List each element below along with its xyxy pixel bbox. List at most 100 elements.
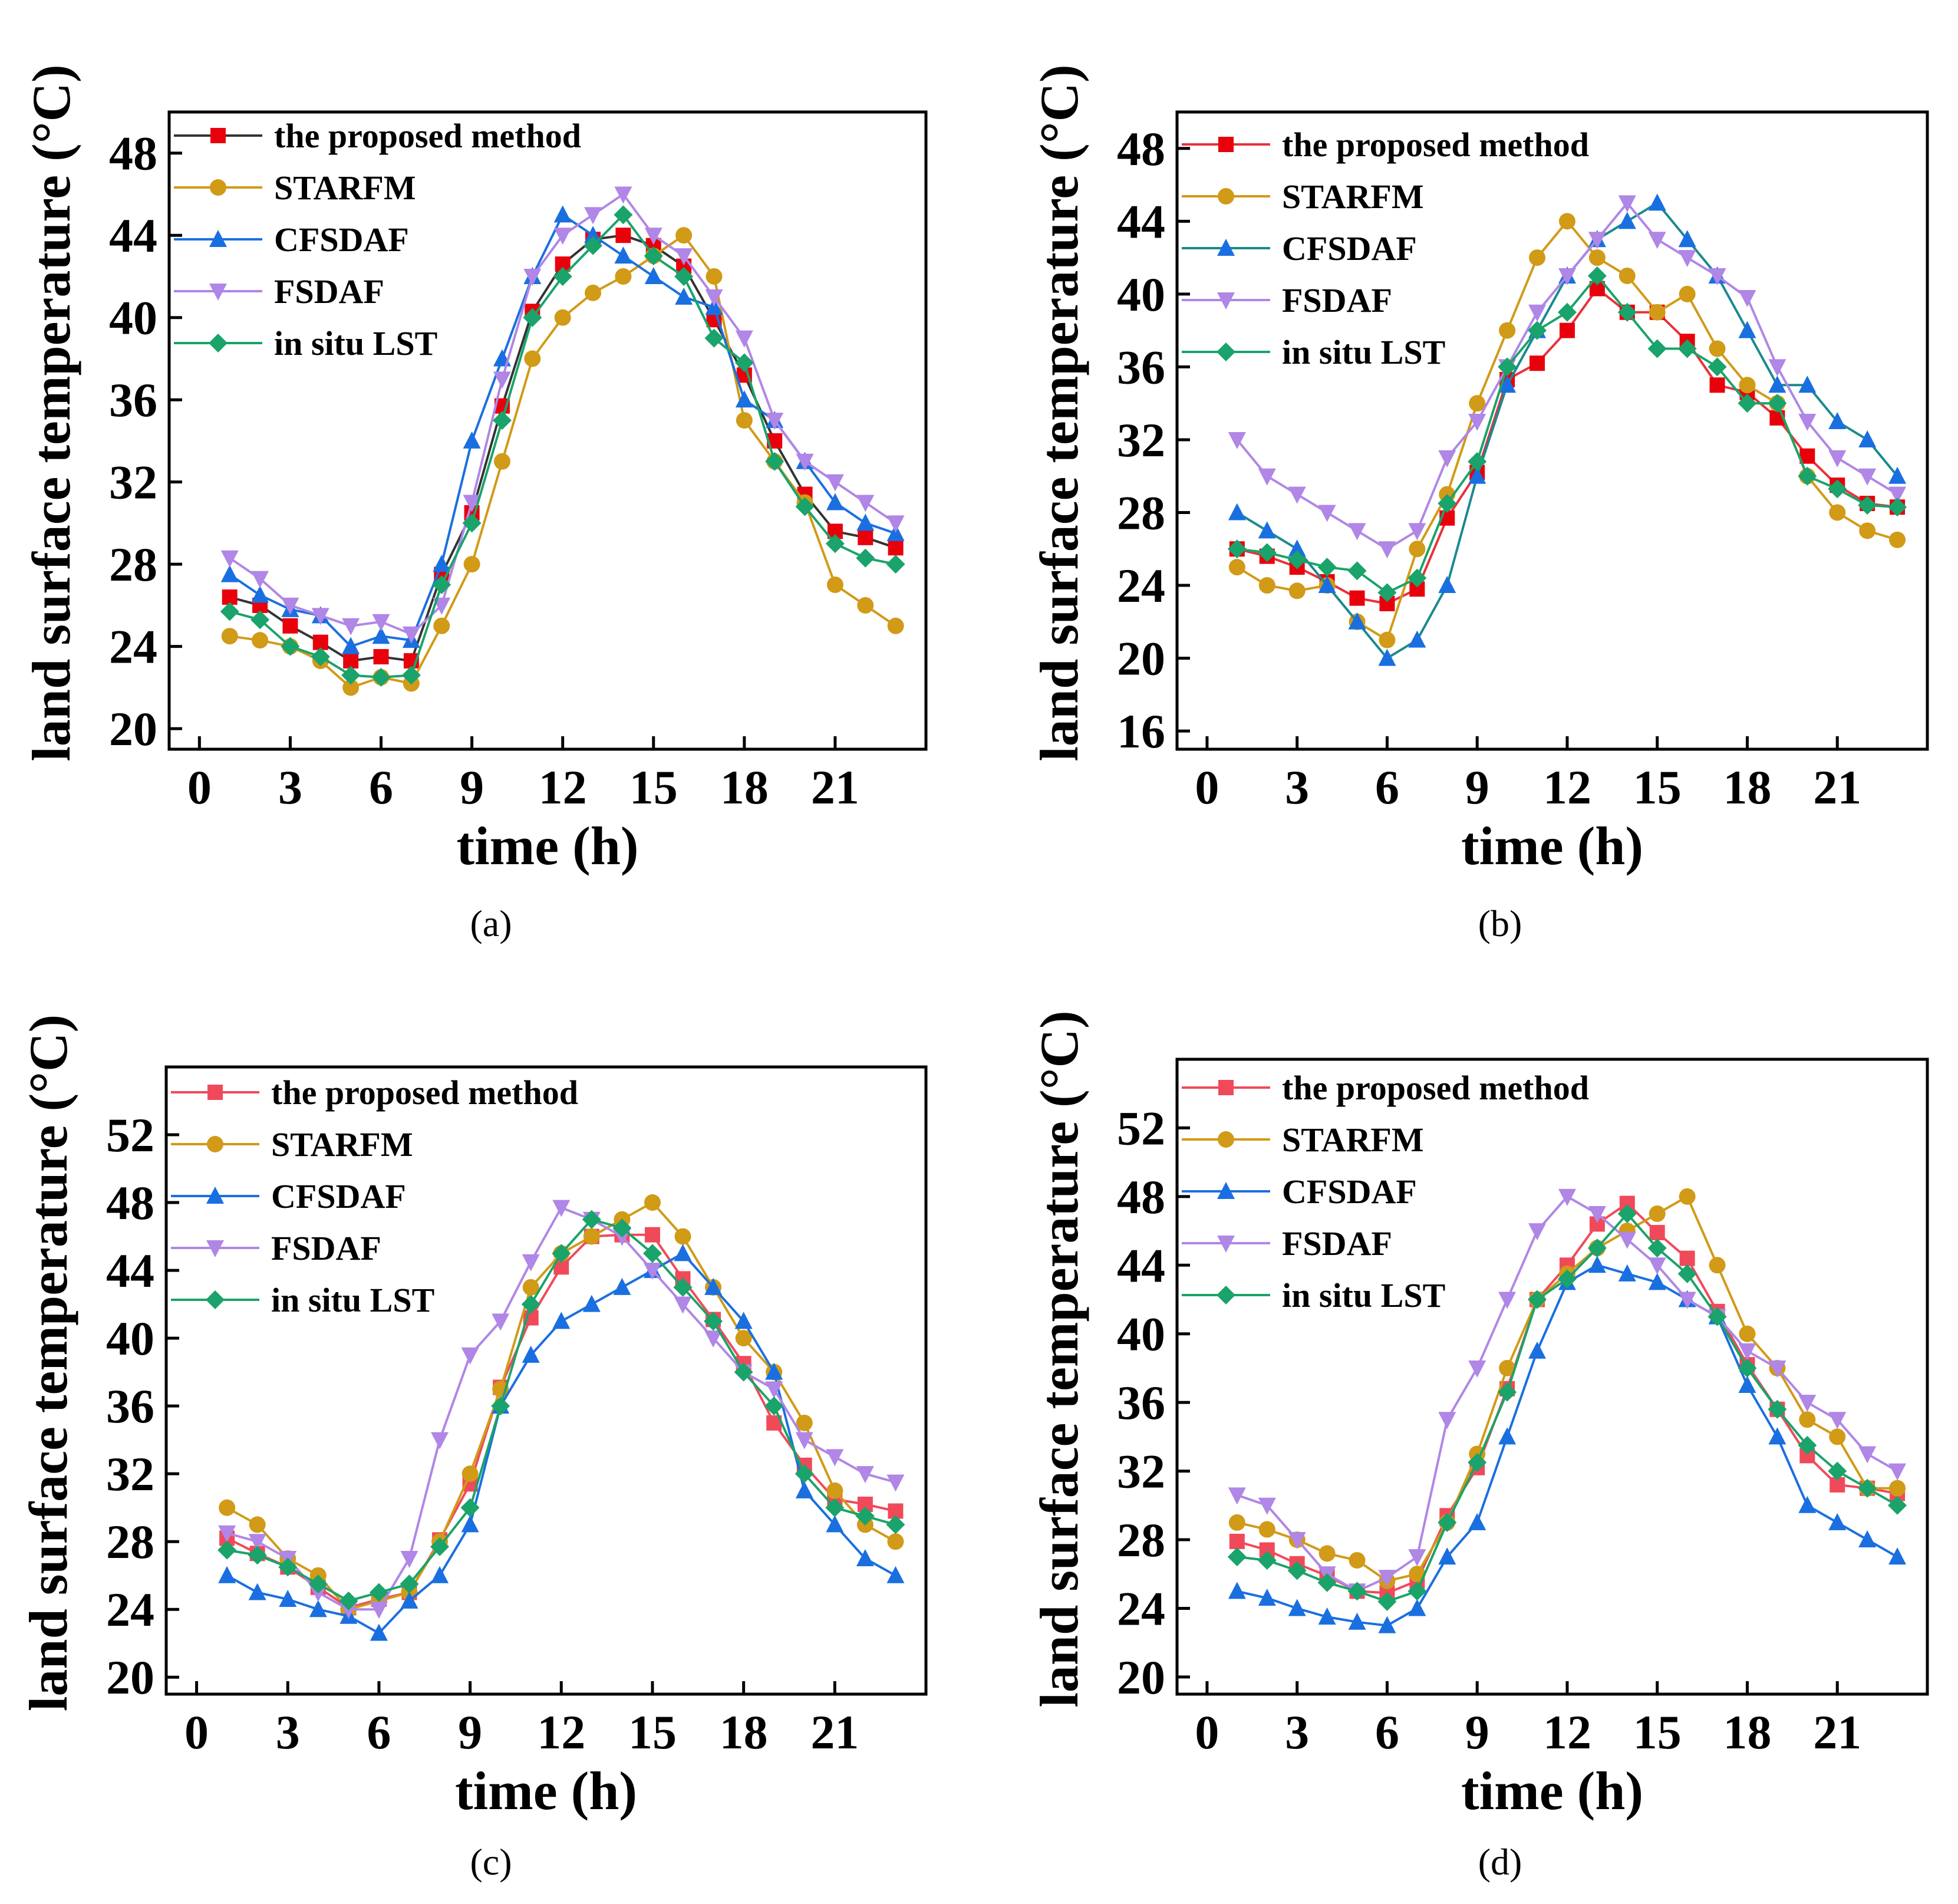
y-tick-label: 48 [1117, 1170, 1165, 1224]
y-tick-label: 52 [1117, 1101, 1165, 1155]
data-point [1709, 1257, 1726, 1274]
data-point [1647, 339, 1667, 358]
data-point [1228, 503, 1246, 521]
legend-marker [207, 1085, 223, 1100]
data-point [1739, 1325, 1756, 1342]
data-point [1768, 394, 1787, 413]
data-point [1709, 377, 1725, 393]
data-point [1798, 466, 1817, 486]
data-point [522, 1345, 540, 1363]
legend-marker [1218, 137, 1234, 152]
data-point [856, 1549, 874, 1566]
data-point [492, 1313, 510, 1331]
data-point [248, 1583, 266, 1600]
data-point [1499, 322, 1516, 339]
x-tick-label: 9 [458, 1705, 482, 1759]
y-tick-label: 24 [106, 1583, 154, 1636]
data-point [704, 1312, 723, 1331]
data-point [1258, 468, 1276, 486]
y-tick-label: 32 [1117, 1445, 1165, 1498]
data-point [462, 1465, 479, 1483]
y-tick-label: 48 [1117, 122, 1165, 176]
data-point [1799, 1411, 1816, 1428]
data-point [1409, 541, 1426, 558]
data-point [1228, 1514, 1245, 1531]
data-point [521, 1294, 540, 1314]
data-point [281, 597, 299, 615]
data-point [252, 632, 269, 649]
data-point [888, 540, 904, 556]
legend-entry: FSDAF [1182, 1224, 1392, 1263]
data-point [584, 226, 602, 243]
legend-marker [206, 1290, 225, 1309]
data-point [886, 555, 905, 574]
data-point [674, 1228, 691, 1245]
data-point [674, 1244, 692, 1261]
y-tick-label: 36 [109, 373, 157, 427]
data-point [826, 1449, 844, 1467]
x-tick-label: 18 [1723, 760, 1771, 814]
data-point [674, 266, 694, 286]
data-point [1558, 213, 1575, 230]
data-point [1229, 1533, 1245, 1549]
legend-entry: the proposed method [171, 1073, 578, 1112]
data-point [855, 1507, 875, 1526]
data-point [1347, 561, 1367, 581]
data-point [1828, 1461, 1847, 1481]
data-point [493, 453, 510, 470]
data-point [278, 1557, 298, 1577]
data-point [1287, 1561, 1307, 1580]
legend-marker [210, 179, 226, 196]
data-point [248, 1546, 267, 1565]
data-point [552, 1312, 571, 1329]
data-point [220, 565, 239, 582]
data-point [370, 1602, 388, 1619]
data-point [886, 515, 905, 533]
y-tick-label: 48 [109, 127, 157, 180]
legend-label: the proposed method [274, 117, 581, 155]
x-tick-label: 21 [810, 1705, 859, 1759]
data-point [1498, 1427, 1517, 1445]
data-point [644, 266, 662, 284]
data-point [463, 556, 480, 573]
data-point [1678, 1292, 1696, 1309]
data-point [1348, 612, 1366, 630]
legend-marker [1217, 1286, 1235, 1305]
data-point [765, 1381, 783, 1399]
data-point [673, 1277, 693, 1297]
data-point [220, 602, 239, 621]
data-point [704, 1277, 723, 1295]
y-tick-label: 24 [1117, 1582, 1165, 1635]
data-point [221, 628, 238, 645]
series-line-in-situ-lst [226, 1218, 896, 1602]
data-point [1708, 268, 1726, 285]
data-point [1738, 1358, 1757, 1378]
data-point [461, 1515, 479, 1533]
y-tick-label: 40 [1117, 1307, 1165, 1361]
data-point [1258, 521, 1276, 539]
data-point [1738, 1376, 1756, 1394]
data-point [734, 1362, 753, 1382]
legend-marker [209, 230, 227, 247]
data-point [1798, 1395, 1817, 1412]
data-point [826, 1482, 843, 1499]
x-tick-label: 15 [1633, 1705, 1682, 1759]
data-point [1258, 1497, 1276, 1515]
data-point [1798, 1435, 1817, 1455]
legend-label: CFSDAF [274, 220, 409, 259]
data-point [1648, 1257, 1666, 1275]
legend-marker [1218, 188, 1234, 205]
data-point [1768, 1399, 1787, 1419]
y-tick-label: 36 [1117, 1376, 1165, 1429]
x-axis-label: time (h) [456, 816, 638, 876]
legend-entry: in situ LST [171, 1281, 434, 1319]
legend-label: FSDAF [274, 272, 384, 311]
y-tick-label: 44 [1117, 1238, 1165, 1292]
data-point [248, 1534, 266, 1551]
data-point [1678, 250, 1696, 268]
data-point [1287, 550, 1307, 569]
legend-marker [209, 334, 228, 353]
data-point [1408, 523, 1426, 541]
data-point [1828, 1412, 1847, 1429]
x-tick-label: 0 [1195, 1705, 1219, 1759]
